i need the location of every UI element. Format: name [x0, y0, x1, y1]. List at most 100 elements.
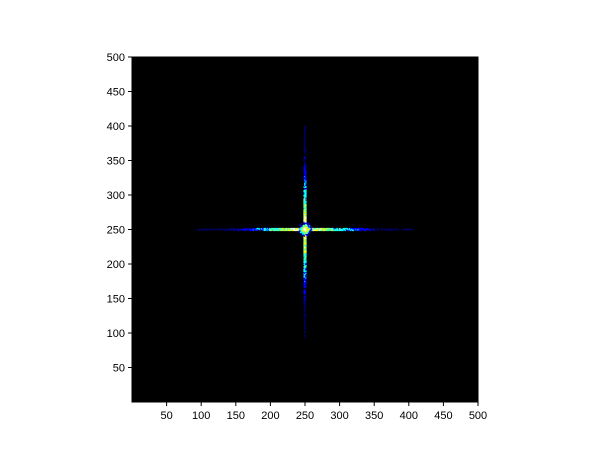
- spectrum-point-762: [303, 210, 305, 213]
- spectrum-point-449: [393, 229, 395, 232]
- spectrum-point-310: [326, 228, 329, 231]
- spectrum-point-404: [358, 227, 361, 230]
- spectrum-point-342: [337, 229, 339, 232]
- spectrum-point-828: [305, 189, 307, 192]
- spectrum-point-808: [305, 196, 307, 198]
- spectrum-point-827: [304, 189, 306, 192]
- spectrum-point-767: [305, 209, 307, 212]
- spectrum-point-595: [305, 262, 307, 265]
- spectrum-point-777: [304, 206, 306, 208]
- spectrum-point-886: [304, 162, 306, 164]
- spectrum-point-1048: [304, 222, 307, 225]
- spectrum-point-263: [312, 227, 314, 230]
- spectrum-point-608: [303, 257, 305, 259]
- spectrum-point-212: [296, 227, 299, 230]
- spectrum-point-273: [315, 229, 318, 232]
- spectrum-point-822: [305, 191, 307, 194]
- spectrum-point-411: [362, 227, 365, 230]
- spectrum-point-1182: [307, 228, 310, 231]
- spectrum-point-81: [253, 228, 256, 231]
- spectrum-point-563: [304, 273, 306, 275]
- spectrum-point-525: [304, 291, 306, 293]
- spectrum-point-569: [303, 270, 305, 273]
- spectrum-point-915: [304, 143, 306, 145]
- spectrum-point-843: [305, 182, 307, 185]
- spectrum-point-809: [303, 195, 305, 197]
- spectrum-point-833: [305, 187, 307, 189]
- spectrum-point-272: [314, 227, 317, 230]
- spectrum-point-290: [320, 227, 322, 230]
- spectrum-point-109: [265, 228, 267, 231]
- x-tick-label: 450: [434, 410, 452, 422]
- spectrum-point-413: [364, 229, 366, 232]
- spectrum-point-1112: [309, 224, 312, 227]
- spectrum-point-661: [304, 241, 306, 243]
- spectrum-point-786: [304, 203, 306, 205]
- spectrum-point-646: [304, 245, 306, 248]
- spectrum-point-170: [284, 227, 286, 230]
- spectrum-point-286: [319, 228, 321, 231]
- spectrum-point-142: [276, 229, 278, 232]
- spectrum-point-282: [318, 229, 320, 232]
- spectrum-point-324: [331, 228, 333, 231]
- spectrum-point-892: [305, 158, 307, 161]
- spectrum-point-543: [304, 280, 306, 283]
- spectrum-point-628: [304, 250, 306, 253]
- spectrum-point-572: [303, 269, 305, 272]
- spectrum-point-873: [304, 169, 306, 171]
- spectrum-point-357: [342, 229, 345, 232]
- spectrum-point-903: [305, 149, 307, 152]
- spectrum-point-604: [303, 259, 305, 261]
- spectrum-point-50: [236, 227, 239, 230]
- spectrum-point-1181: [302, 224, 305, 227]
- spectrum-point-746: [305, 215, 307, 218]
- spectrum-point-795: [305, 200, 307, 203]
- spectrum-point-454: [401, 228, 403, 231]
- spectrum-point-18: [211, 228, 213, 231]
- spectrum-point-590: [303, 263, 305, 266]
- spectrum-point-482: [304, 317, 306, 319]
- spectrum-point-340: [336, 228, 338, 231]
- spectrum-point-926: [304, 132, 306, 135]
- spectrum-point-622: [304, 252, 306, 255]
- spectrum-point-1041: [305, 234, 308, 236]
- spectrum-point-202: [294, 228, 296, 231]
- spectrum-point-356: [341, 228, 344, 231]
- spectrum-point-264: [313, 229, 315, 232]
- spectrum-point-511: [303, 298, 305, 301]
- spectrum-point-902: [304, 149, 306, 152]
- spectrum-point-350: [339, 227, 341, 230]
- spectrum-point-750: [303, 214, 305, 216]
- spectrum-point-739: [304, 217, 306, 220]
- spectrum-point-52: [237, 228, 239, 231]
- spectrum-point-662: [305, 241, 307, 243]
- spectrum-point-872: [303, 169, 305, 171]
- spectrum-point-674: [305, 237, 307, 240]
- spectrum-point-327: [331, 228, 334, 231]
- spectrum-point-774: [304, 207, 306, 209]
- spectrum-point-1143: [305, 224, 307, 226]
- spectrum-point-900: [304, 150, 306, 153]
- spectrum-point-800: [304, 198, 306, 201]
- spectrum-point-859: [304, 176, 306, 179]
- spectrum-point-405: [359, 229, 362, 232]
- spectrum-point-929: [304, 129, 306, 132]
- spectrum-point-497: [305, 306, 307, 309]
- spectrum-point-93: [259, 228, 261, 231]
- spectrum-point-1: [196, 228, 199, 231]
- spectrum-point-650: [305, 244, 307, 247]
- spectrum-point-196: [292, 228, 294, 231]
- spectrum-point-460: [406, 228, 409, 231]
- spectrum-point-148: [277, 229, 280, 232]
- spectrum-point-401: [358, 227, 360, 230]
- spectrum-point-636: [303, 248, 305, 250]
- spectrum-point-924: [304, 134, 306, 136]
- spectrum-point-790: [303, 201, 305, 204]
- spectrum-point-296: [322, 227, 324, 230]
- spectrum-point-1188: [302, 229, 305, 232]
- spectrum-point-793: [303, 200, 305, 203]
- spectrum-point-70: [249, 228, 251, 231]
- spectrum-point-967: [300, 232, 302, 235]
- spectrum-point-748: [304, 215, 306, 217]
- spectrum-point-42: [232, 228, 234, 231]
